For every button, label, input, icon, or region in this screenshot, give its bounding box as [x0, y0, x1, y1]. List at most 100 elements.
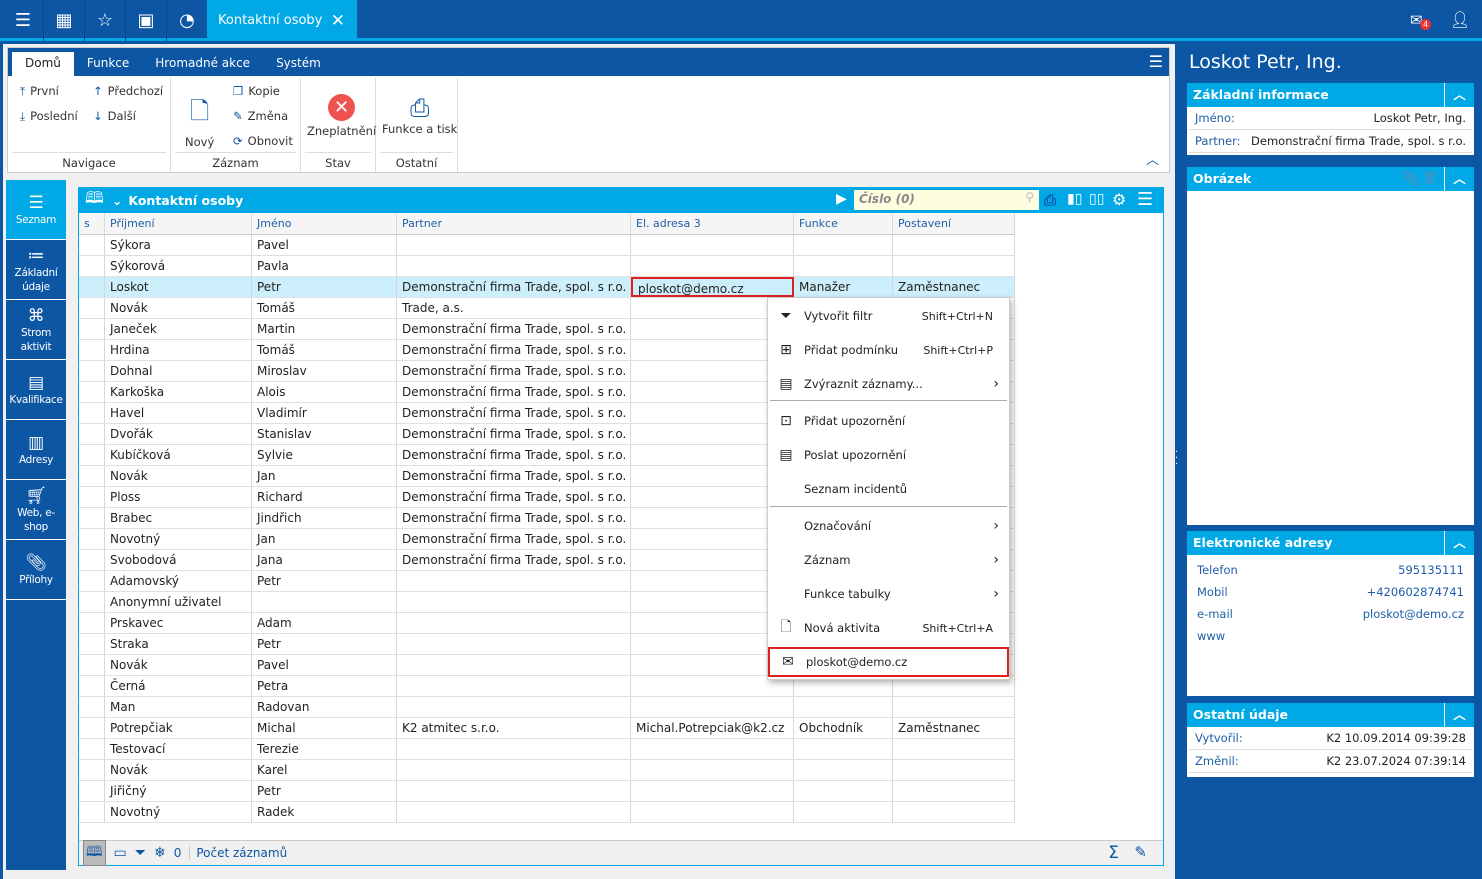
previous-button[interactable]: ↑ Předchozí	[93, 84, 163, 98]
ribbon-tab-system[interactable]: Systém	[276, 56, 321, 70]
table-cell[interactable]	[631, 739, 794, 759]
collapse-ribbon-icon[interactable]: ︿	[1145, 153, 1159, 168]
table-cell[interactable]: Petr	[252, 781, 397, 801]
table-cell[interactable]	[893, 781, 1015, 801]
table-cell[interactable]: Straka	[105, 634, 252, 654]
sidebar-item-4[interactable]: ▤ Kvalifikace	[6, 360, 66, 420]
table-row[interactable]: Prskavec Adam	[79, 613, 1015, 634]
invalidate-button[interactable]: ✕ Zneplatnění	[307, 94, 376, 138]
table-cell[interactable]	[397, 676, 631, 696]
table-cell[interactable]	[893, 739, 1015, 759]
table-cell[interactable]: ploskot@demo.cz	[631, 277, 794, 297]
table-cell[interactable]: Pavel	[252, 655, 397, 675]
table-cell[interactable]: Testovací	[105, 739, 252, 759]
table-cell[interactable]	[252, 592, 397, 612]
table-cell[interactable]	[893, 508, 1015, 528]
table-cell[interactable]: Adamovský	[105, 571, 252, 591]
column-header[interactable]: Funkce	[794, 213, 893, 234]
search-icon[interactable]: ⚲	[1025, 190, 1034, 204]
table-row[interactable]: Novák Jan Demonstrační firma Trade, spol. …	[79, 466, 1015, 487]
table-cell[interactable]	[79, 508, 105, 528]
table-cell[interactable]	[397, 592, 631, 612]
refresh-button[interactable]: ⟳ Obnovit	[233, 134, 293, 148]
book-view-icon[interactable]: 🕮	[83, 840, 106, 866]
menu-icon[interactable]: ☰	[3, 0, 44, 41]
table-row[interactable]: Novotný Radek	[79, 802, 1015, 823]
table-cell[interactable]	[893, 760, 1015, 780]
table-cell[interactable]: Petr	[252, 277, 397, 297]
edit-icon[interactable]: ✎	[1134, 843, 1147, 861]
table-cell[interactable]: Dohnal	[105, 361, 252, 381]
calendar-icon[interactable]: ▣	[126, 0, 167, 41]
table-cell[interactable]: Jindřich	[252, 508, 397, 528]
table-cell[interactable]	[397, 256, 631, 276]
table-cell[interactable]	[794, 760, 893, 780]
table-cell[interactable]: Ploss	[105, 487, 252, 507]
table-row[interactable]: Karkoška Alois Demonstrační firma Trade, s…	[79, 382, 1015, 403]
table-row[interactable]: Man Radovan	[79, 697, 1015, 718]
table-cell[interactable]: Karel	[252, 760, 397, 780]
table-cell[interactable]	[397, 739, 631, 759]
star-icon[interactable]: ☆	[85, 0, 126, 41]
table-cell[interactable]: Demonstrační firma Trade, spol. s r.o.	[397, 550, 631, 570]
table-cell[interactable]: Adam	[252, 613, 397, 633]
table-cell[interactable]: Trade, a.s.	[397, 298, 631, 318]
table-row[interactable]: Janeček Martin Demonstrační firma Trade, s…	[79, 319, 1015, 340]
collapse-icon[interactable]: ︿	[1444, 531, 1474, 555]
address-value[interactable]: ploskot@demo.cz	[1362, 607, 1464, 621]
menu-item-2[interactable]: ⊞ Přidat podmínku Shift+Ctrl+P	[768, 335, 1009, 365]
table-cell[interactable]	[79, 718, 105, 738]
splitter-handle[interactable]: · · ·	[1175, 447, 1179, 470]
table-row[interactable]: Sýkorová Pavla	[79, 256, 1015, 277]
chevron-down-icon[interactable]: ⌄	[111, 193, 123, 208]
table-cell[interactable]	[397, 634, 631, 654]
table-cell[interactable]	[79, 697, 105, 717]
table-row[interactable]: Jiřičný Petr	[79, 781, 1015, 802]
search-input[interactable]: Číslo (0) ⚲	[854, 190, 1039, 210]
collapse-icon[interactable]: ︿	[1444, 703, 1474, 727]
table-cell[interactable]	[79, 424, 105, 444]
table-cell[interactable]	[794, 235, 893, 255]
table-cell[interactable]	[794, 802, 893, 822]
table-cell[interactable]: Novák	[105, 655, 252, 675]
sidebar-item-5[interactable]: ▥ Adresy	[6, 420, 66, 480]
table-cell[interactable]	[79, 529, 105, 549]
table-cell[interactable]: Tomáš	[252, 340, 397, 360]
table-cell[interactable]	[893, 445, 1015, 465]
table-cell[interactable]: Demonstrační firma Trade, spol. s r.o.	[397, 277, 631, 297]
table-cell[interactable]: Hrdina	[105, 340, 252, 360]
archive-icon[interactable]: ▭	[113, 845, 127, 861]
columns-icon[interactable]: ▯▯	[1089, 191, 1105, 207]
collapse-icon[interactable]: ︿	[1444, 83, 1474, 107]
table-cell[interactable]: Stanislav	[252, 424, 397, 444]
table-cell[interactable]: Jiřičný	[105, 781, 252, 801]
table-cell[interactable]: Alois	[252, 382, 397, 402]
table-cell[interactable]	[794, 781, 893, 801]
first-button[interactable]: ⤒ První	[20, 84, 59, 99]
table-cell[interactable]: Demonstrační firma Trade, spol. s r.o.	[397, 445, 631, 465]
table-cell[interactable]: Prskavec	[105, 613, 252, 633]
table-cell[interactable]: Radek	[252, 802, 397, 822]
table-cell[interactable]: Demonstrační firma Trade, spol. s r.o.	[397, 361, 631, 381]
column-header[interactable]: Jméno	[252, 213, 397, 234]
table-cell[interactable]: Zaměstnanec	[893, 718, 1015, 738]
table-cell[interactable]	[893, 403, 1015, 423]
table-cell[interactable]	[397, 781, 631, 801]
menu-item-3[interactable]: ▤ Zvýraznit záznamy... ›	[768, 369, 1009, 399]
change-button[interactable]: ✎ Změna	[233, 109, 288, 123]
column-header[interactable]: Postavení	[893, 213, 1015, 234]
records-count-label[interactable]: Počet záznamů	[189, 846, 287, 860]
table-cell[interactable]	[893, 802, 1015, 822]
address-value[interactable]: +420602874741	[1366, 585, 1464, 599]
table-cell[interactable]	[79, 340, 105, 360]
table-cell[interactable]	[79, 403, 105, 423]
table-cell[interactable]	[794, 739, 893, 759]
table-cell[interactable]	[631, 760, 794, 780]
table-cell[interactable]: Dvořák	[105, 424, 252, 444]
table-row[interactable]: Brabec Jindřich Demonstrační firma Trade, …	[79, 508, 1015, 529]
table-cell[interactable]: Loskot	[105, 277, 252, 297]
table-cell[interactable]	[631, 802, 794, 822]
table-cell[interactable]	[893, 256, 1015, 276]
table-cell[interactable]: Pavel	[252, 235, 397, 255]
table-cell[interactable]: Demonstrační firma Trade, spol. s r.o.	[397, 424, 631, 444]
